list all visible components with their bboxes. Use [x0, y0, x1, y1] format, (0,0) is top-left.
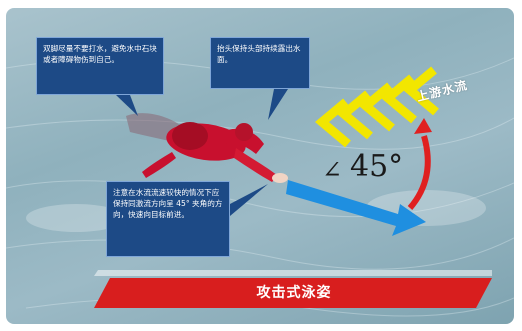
title-banner: 攻击式泳姿	[102, 276, 486, 308]
flow-chevrons	[315, 66, 439, 148]
angle-symbol: ∠	[322, 156, 343, 184]
angle-value: 45°	[350, 149, 404, 184]
callout-kick-text: 双脚尽量不要打水，避免水中石块或者障碍物伤到自己。	[43, 44, 157, 64]
direction-arrow	[286, 180, 426, 236]
callout-head-text: 抬头保持头部持续露出水面。	[217, 44, 301, 64]
water-scene	[6, 57, 514, 317]
callout-kick: 双脚尽量不要打水，避免水中石块或者障碍物伤到自己。	[36, 37, 164, 95]
callout-direction-text: 注意在水流流速较快的情况下应保持同激流方向呈 45° 夹角的方向，快速向目标前进…	[113, 188, 223, 219]
angle-arc	[407, 118, 432, 210]
swimmer-figure	[126, 113, 288, 183]
callout-head: 抬头保持头部持续露出水面。	[210, 37, 310, 89]
illustration-frame: 双脚尽量不要打水，避免水中石块或者障碍物伤到自己。 抬头保持头部持续露出水面。 …	[6, 8, 514, 324]
callout-direction: 注意在水流流速较快的情况下应保持同激流方向呈 45° 夹角的方向，快速向目标前进…	[106, 181, 230, 257]
banner-title: 攻击式泳姿	[256, 285, 332, 301]
